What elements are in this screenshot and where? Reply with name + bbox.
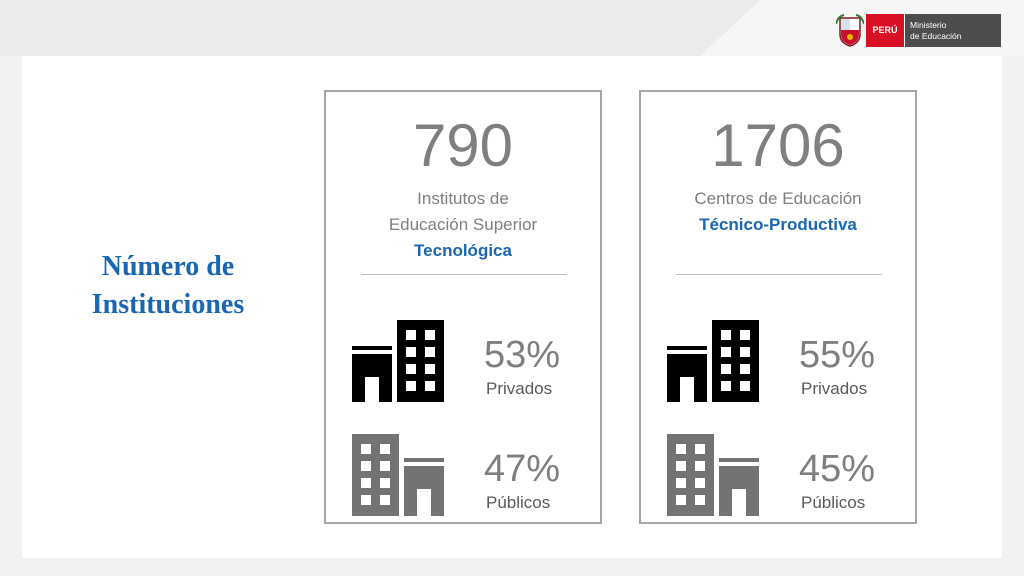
- buildings-icon: [352, 320, 444, 402]
- coat-of-arms-icon: [836, 14, 864, 47]
- ministry-name-line2: de Educación: [910, 31, 962, 41]
- divider: [361, 274, 567, 275]
- header-band: [0, 0, 760, 56]
- public-stat: 47% Públicos: [326, 434, 600, 534]
- page-title-line2: Instituciones: [91, 289, 245, 320]
- minedu-logo: PERÚ Ministerio de Educación: [836, 14, 1001, 47]
- private-label: Privados: [486, 379, 553, 398]
- country-badge: PERÚ: [866, 14, 904, 47]
- institutes-desc-line2: Educación Superior: [388, 215, 538, 234]
- institutes-card: 790 Institutos de Educación Superior Tec…: [324, 90, 602, 524]
- private-percentage: 53%: [484, 334, 561, 376]
- private-stat: 55% Privados: [641, 320, 915, 420]
- public-percentage: 45%: [799, 448, 876, 490]
- buildings-icon: [667, 320, 759, 402]
- buildings-icon: [667, 434, 759, 516]
- cetpro-desc-line1: Centros de Educación: [694, 189, 862, 208]
- ministry-badge: Ministerio de Educación: [904, 14, 1001, 47]
- page-title-line1: Número de: [101, 251, 235, 282]
- public-label: Públicos: [486, 493, 551, 512]
- private-stat: 53% Privados: [326, 320, 600, 420]
- buildings-icon: [352, 434, 444, 516]
- public-label: Públicos: [801, 493, 866, 512]
- cetpro-desc-highlight: Técnico-Productiva: [699, 215, 857, 234]
- institutes-description: Institutos de Educación Superior Tecnoló…: [326, 186, 600, 264]
- page-title: Número de Instituciones: [58, 248, 278, 324]
- institutes-total: 790: [412, 112, 514, 179]
- institutes-desc-highlight: Tecnológica: [414, 241, 512, 260]
- private-percentage: 55%: [799, 334, 876, 376]
- cetpro-description: Centros de Educación Técnico-Productiva: [641, 186, 915, 238]
- private-label: Privados: [801, 379, 868, 398]
- ministry-name-line1: Ministerio: [910, 20, 947, 30]
- public-percentage: 47%: [484, 448, 561, 490]
- cetpro-card: 1706 Centros de Educación Técnico-Produc…: [639, 90, 917, 524]
- public-stat: 45% Públicos: [641, 434, 915, 534]
- institutes-desc-line1: Institutos de: [417, 189, 509, 208]
- divider: [676, 274, 882, 275]
- cetpro-total: 1706: [711, 112, 845, 179]
